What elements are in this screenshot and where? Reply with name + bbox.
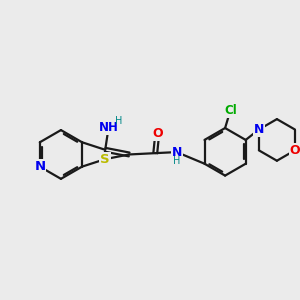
Text: H: H [115, 116, 123, 126]
Text: O: O [290, 144, 300, 157]
Text: NH: NH [99, 121, 118, 134]
Text: N: N [172, 146, 182, 159]
Text: S: S [100, 153, 110, 166]
Text: N: N [34, 160, 45, 173]
Text: N: N [254, 123, 264, 136]
Text: O: O [152, 128, 163, 140]
Text: H: H [173, 156, 180, 166]
Text: Cl: Cl [224, 104, 237, 117]
